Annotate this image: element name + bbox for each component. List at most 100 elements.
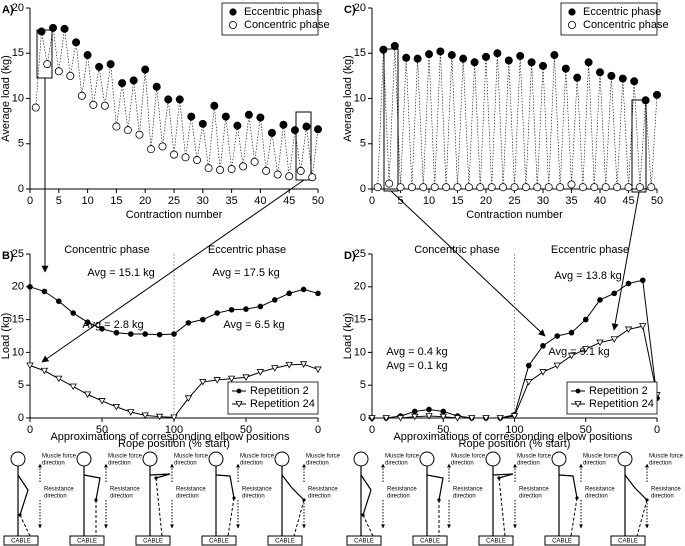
point (601, 183, 610, 192)
connector (133, 80, 140, 135)
connector (451, 55, 458, 188)
connector (294, 130, 302, 171)
legend-label: Concentric phase (244, 19, 330, 31)
connector (104, 64, 111, 106)
cable-label: CABLE (275, 539, 295, 545)
x-axis-title: Rope position (% start) (118, 438, 230, 450)
point (396, 415, 405, 422)
connector (127, 80, 134, 131)
connector (628, 81, 635, 188)
point (204, 164, 213, 173)
annotation: Eccentric phase (551, 244, 629, 256)
connector (225, 116, 232, 170)
cable (498, 477, 506, 537)
point (146, 145, 155, 154)
connector (468, 62, 475, 188)
resistance-label: Resistance (585, 487, 615, 493)
connector (288, 130, 296, 177)
point (127, 409, 135, 416)
point (639, 323, 647, 330)
y-tick-label: 10 (354, 346, 366, 358)
point (582, 346, 590, 353)
x-tick-label: 40 (594, 195, 606, 207)
point (41, 288, 48, 295)
point (368, 415, 376, 422)
point (308, 173, 317, 182)
point (169, 150, 178, 159)
point (379, 45, 388, 54)
x-tick-label: 35 (225, 195, 237, 207)
resistance-label: Resistance (453, 487, 483, 493)
point (426, 406, 432, 413)
connector (542, 65, 549, 188)
callouts (36, 29, 647, 363)
annotation: Avg = 9.1 kg (548, 346, 609, 358)
point (516, 51, 525, 60)
point (135, 130, 144, 139)
y-axis-title: Average load (kg) (0, 55, 12, 142)
connector (202, 123, 209, 169)
point (390, 42, 399, 51)
y-tick-label: 20 (12, 2, 24, 14)
point (314, 366, 322, 374)
x-tick-label: 30 (197, 195, 209, 207)
muscle-label: direction (385, 461, 408, 467)
muscle-label: Muscle force (583, 454, 618, 460)
muscle-label: Muscle force (517, 454, 552, 460)
legend-box (227, 381, 319, 415)
point (69, 383, 77, 391)
y-tick-label: 10 (12, 346, 24, 358)
x-axis-title: Contraction number (126, 209, 223, 221)
legend-label: Repetition 24 (250, 398, 315, 410)
point (155, 413, 164, 421)
cable-box (3, 535, 39, 546)
point (447, 51, 456, 60)
resistance-label: direction (387, 494, 410, 500)
point (89, 100, 98, 109)
connector (645, 100, 652, 188)
y-tick-label: 0 (18, 183, 24, 195)
point (95, 62, 104, 71)
point (453, 183, 462, 192)
point (271, 297, 278, 303)
point (544, 183, 553, 192)
point (239, 162, 248, 171)
connector (383, 49, 390, 184)
x-tick-label: 15 (110, 195, 122, 207)
connector (283, 124, 290, 177)
point (396, 183, 405, 192)
cable (362, 514, 374, 537)
y-tick-label: 25 (354, 248, 366, 260)
legend-label: Eccentric phase (583, 6, 661, 18)
x-tick-label: 50 (437, 424, 449, 436)
point (256, 113, 265, 122)
connector (571, 77, 578, 185)
muscle-label: direction (108, 461, 131, 467)
resistance-label: Resistance (44, 487, 74, 493)
y-axis-title: Load (kg) (0, 313, 12, 359)
cable (293, 499, 305, 537)
point (630, 77, 639, 86)
point (440, 408, 447, 415)
connector (514, 55, 521, 188)
y-tick-label: 5 (18, 138, 24, 150)
y-tick-label: 15 (12, 47, 24, 59)
point (98, 398, 106, 405)
connector (445, 55, 453, 188)
y-tick-label: 10 (354, 92, 366, 104)
y-axis-title: Average load (kg) (342, 55, 354, 142)
point (171, 331, 177, 337)
point (99, 325, 105, 332)
connector (260, 117, 267, 171)
connector (173, 99, 181, 155)
point (70, 310, 76, 316)
point (496, 415, 504, 422)
arm (558, 474, 578, 499)
point (49, 23, 58, 32)
point (539, 61, 548, 70)
y-tick-label: 15 (12, 314, 24, 326)
x-tick-label: 25 (508, 195, 520, 207)
x-tick-label: 0 (27, 195, 33, 207)
panel-label: D) (344, 250, 356, 262)
